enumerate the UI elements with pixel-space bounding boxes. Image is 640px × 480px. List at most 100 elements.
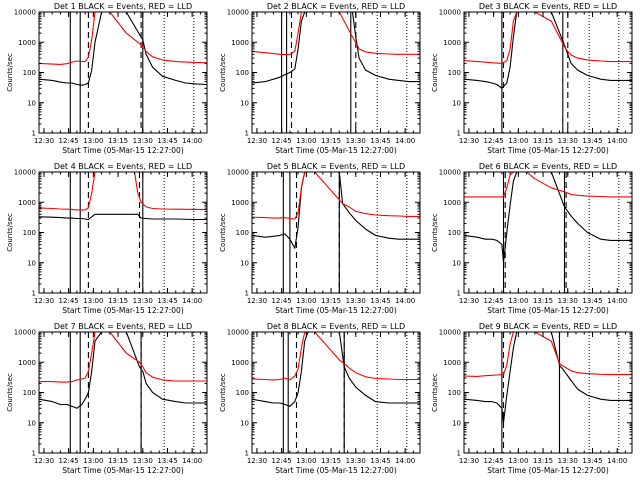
x-tick-label: 13:45 xyxy=(370,297,390,305)
y-tick-label: 1 xyxy=(245,130,249,138)
y-tick-label: 10 xyxy=(452,259,461,267)
x-axis-title: Start Time (05-Mar-15 12:27:00) xyxy=(275,466,397,475)
y-tick-label: 10 xyxy=(27,99,36,107)
detector-panel-5: 1 10 100 1000 10000 12:30 12:45 13:00 13:15 13:30… xyxy=(219,162,421,315)
y-tick-label: 10000 xyxy=(227,9,249,17)
x-tick-label: 12:45 xyxy=(272,457,292,465)
y-tick-label: 1 xyxy=(32,450,36,458)
y-tick-label: 1 xyxy=(245,290,249,298)
x-tick-label: 13:00 xyxy=(508,297,528,305)
y-tick-label: 100 xyxy=(23,229,36,237)
y-tick-label: 1 xyxy=(32,130,36,138)
x-tick-label: 13:30 xyxy=(558,297,578,305)
x-tick-label: 12:30 xyxy=(34,137,54,145)
y-axis-title: Counts/sec xyxy=(431,373,439,412)
plot-frame xyxy=(463,171,633,294)
events-series-line xyxy=(38,331,207,409)
x-tick-label: 12:30 xyxy=(34,457,54,465)
plot-frame xyxy=(38,331,208,454)
y-tick-label: 100 xyxy=(448,389,461,397)
y-tick-label: 10000 xyxy=(227,169,249,177)
plot-frame xyxy=(463,11,633,134)
panel-title: Det 6 BLACK = Events, RED = LLD xyxy=(479,162,617,171)
events-series-line xyxy=(251,171,420,249)
x-tick-label: 12:30 xyxy=(459,137,479,145)
x-tick-label: 13:00 xyxy=(83,297,103,305)
x-tick-label: 12:30 xyxy=(247,297,267,305)
y-tick-label: 100 xyxy=(23,389,36,397)
x-tick-label: 13:00 xyxy=(83,137,103,145)
detector-panel-8: 1 10 100 1000 10000 12:30 12:45 13:00 13:15 13:30… xyxy=(219,322,421,475)
x-tick-label: 12:30 xyxy=(459,457,479,465)
x-tick-label: 12:30 xyxy=(34,297,54,305)
x-tick-label: 13:15 xyxy=(321,297,341,305)
plot-frame xyxy=(463,331,633,454)
x-tick-label: 13:15 xyxy=(108,457,128,465)
lld-series-line xyxy=(251,11,420,56)
x-tick-label: 13:00 xyxy=(296,297,316,305)
y-tick-label: 1000 xyxy=(231,39,249,47)
x-tick-label: 13:15 xyxy=(321,137,341,145)
y-tick-label: 1 xyxy=(457,290,461,298)
x-tick-label: 14:00 xyxy=(395,457,415,465)
panel-title: Det 7 BLACK = Events, RED = LLD xyxy=(54,322,192,331)
detector-panel-1: 1 10 100 1000 10000 12:30 12:45 13:00 13:15 13:30… xyxy=(6,2,208,155)
plot-frame xyxy=(251,11,421,134)
detector-panel-7: 1 10 100 1000 10000 12:30 12:45 13:00 13:15 13:30… xyxy=(6,322,208,475)
y-tick-label: 10000 xyxy=(227,329,249,337)
lld-series-line xyxy=(463,11,632,64)
x-axis-title: Start Time (05-Mar-15 12:27:00) xyxy=(487,146,609,155)
y-tick-label: 1000 xyxy=(18,199,36,207)
x-tick-label: 12:45 xyxy=(59,297,79,305)
x-tick-label: 13:15 xyxy=(108,297,128,305)
plot-frame xyxy=(251,331,421,454)
x-tick-label: 14:00 xyxy=(607,137,627,145)
x-axis-title: Start Time (05-Mar-15 12:27:00) xyxy=(487,466,609,475)
y-axis-title: Counts/sec xyxy=(219,373,227,412)
x-tick-label: 13:45 xyxy=(157,297,177,305)
x-tick-label: 13:30 xyxy=(558,457,578,465)
y-tick-label: 1000 xyxy=(443,39,461,47)
y-tick-label: 100 xyxy=(448,229,461,237)
y-axis-title: Counts/sec xyxy=(431,213,439,252)
panel-title: Det 9 BLACK = Events, RED = LLD xyxy=(479,322,617,331)
panel-title: Det 5 BLACK = Events, RED = LLD xyxy=(267,162,405,171)
x-tick-label: 13:45 xyxy=(157,457,177,465)
x-tick-label: 12:45 xyxy=(272,297,292,305)
y-tick-label: 10 xyxy=(240,99,249,107)
detector-panel-6: 1 10 100 1000 10000 12:30 12:45 13:00 13:15 13:30… xyxy=(431,162,633,315)
detector-panel-4: 1 10 100 1000 10000 12:30 12:45 13:00 13:15 13:30… xyxy=(6,162,208,315)
y-tick-label: 1000 xyxy=(231,199,249,207)
y-tick-label: 1000 xyxy=(18,39,36,47)
x-tick-label: 13:45 xyxy=(370,137,390,145)
panel-title: Det 3 BLACK = Events, RED = LLD xyxy=(479,2,617,11)
plot-frame xyxy=(38,11,208,134)
x-tick-label: 12:30 xyxy=(247,137,267,145)
x-tick-label: 12:45 xyxy=(59,457,79,465)
y-axis-title: Counts/sec xyxy=(6,53,14,92)
y-axis-title: Counts/sec xyxy=(431,53,439,92)
x-tick-label: 13:15 xyxy=(108,137,128,145)
detector-panel-9: 1 10 100 1000 10000 12:30 12:45 13:00 13:15 13:30… xyxy=(431,322,633,475)
lld-series-line xyxy=(464,171,632,198)
y-tick-label: 1000 xyxy=(443,359,461,367)
x-tick-label: 13:45 xyxy=(582,137,602,145)
y-tick-label: 10 xyxy=(27,419,36,427)
x-tick-label: 12:45 xyxy=(272,137,292,145)
y-axis-title: Counts/sec xyxy=(219,213,227,252)
y-tick-label: 10 xyxy=(240,259,249,267)
y-tick-label: 10000 xyxy=(14,329,36,337)
x-tick-label: 13:30 xyxy=(346,137,366,145)
x-axis-title: Start Time (05-Mar-15 12:27:00) xyxy=(62,466,184,475)
x-tick-label: 13:30 xyxy=(346,297,366,305)
x-axis-title: Start Time (05-Mar-15 12:27:00) xyxy=(275,146,397,155)
x-tick-label: 12:30 xyxy=(247,457,267,465)
y-tick-label: 10 xyxy=(240,419,249,427)
events-series-line xyxy=(38,213,207,221)
events-series-line xyxy=(463,331,632,424)
x-tick-label: 13:30 xyxy=(133,297,153,305)
lld-series-line xyxy=(39,331,207,383)
x-axis-title: Start Time (05-Mar-15 12:27:00) xyxy=(62,146,184,155)
x-tick-label: 13:00 xyxy=(296,137,316,145)
